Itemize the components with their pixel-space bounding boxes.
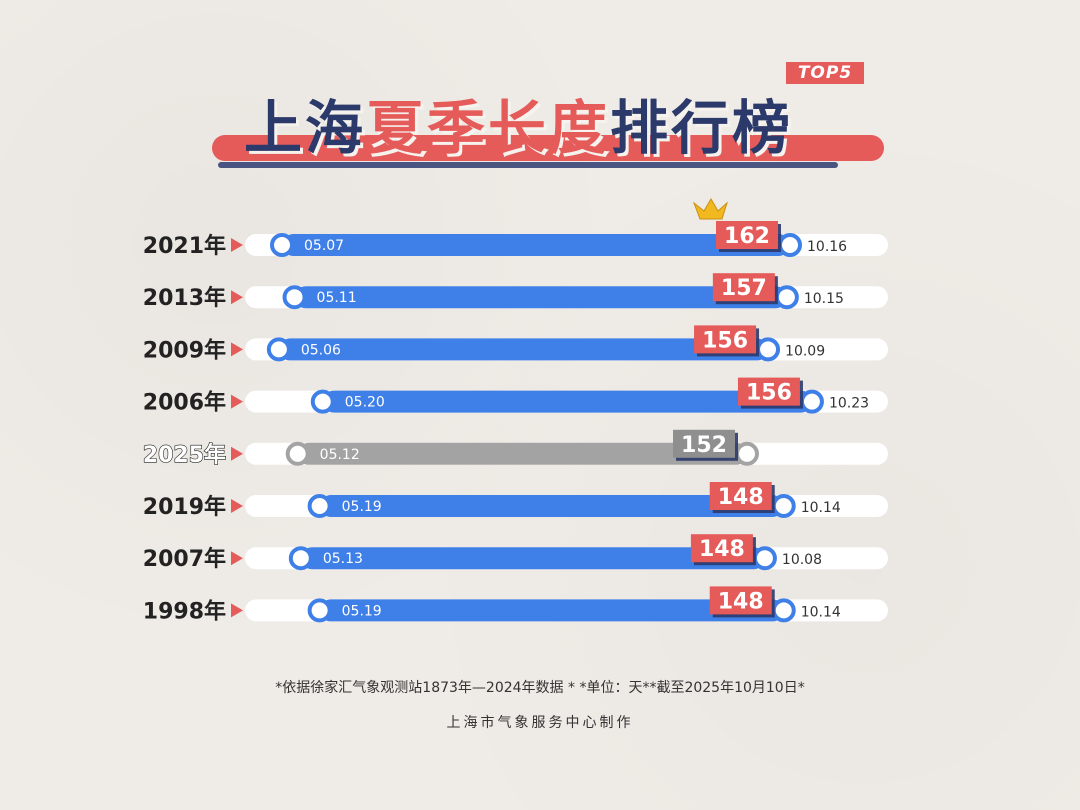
end-marker [799,389,824,414]
value-label: 148 [718,485,764,510]
data-note: *依据徐家汇气象观测站1873年—2024年数据 * *单位：天**截至2025… [275,680,805,696]
row-arrow [231,238,243,252]
value-label: 152 [681,433,727,458]
end-marker [771,494,796,518]
title-part-1: 上海 [244,94,367,162]
end-marker [735,441,759,466]
title-band [212,135,884,161]
value-label: 148 [699,537,745,562]
range-bar [300,547,765,570]
value-label: 162 [724,224,770,249]
value-badge [716,221,778,249]
value-label: 156 [702,328,748,353]
end-marker [752,546,777,571]
row-arrow [231,551,243,566]
value-badge [690,534,753,563]
year-label: 2025年 [143,442,226,468]
end-date-label: 10.08 [782,552,822,568]
start-marker [307,598,332,623]
start-date-label: 05.19 [342,499,382,515]
start-date-label: 05.12 [320,447,360,463]
page-title: 上海夏季长度排行榜 [244,88,793,168]
range-bar [297,442,747,465]
year-label: 2019年 [143,494,226,520]
start-date-label: 05.07 [304,238,344,254]
value-badge [709,586,772,615]
top5-badge: TOP5 [786,62,864,84]
title-band-shadow [218,162,838,168]
year-label: 2006年 [143,390,226,416]
start-marker [266,337,291,362]
start-marker [285,441,310,466]
crown-icon [692,198,729,220]
value-badge [709,482,772,510]
end-marker [771,598,796,623]
end-date-label: 10.16 [807,239,847,255]
row-arrow [231,394,243,409]
end-marker [774,285,799,310]
credit-text: 上海市气象服务中心制作 [446,715,634,731]
value-badge [694,325,757,354]
year-label: 1998年 [143,598,226,624]
end-date-label: 10.15 [804,291,844,307]
value-badge [737,377,800,406]
end-marker [756,337,781,362]
year-label: 2007年 [143,546,226,572]
start-marker [270,233,294,257]
start-date-label: 05.11 [317,290,357,306]
range-bar [319,599,784,622]
end-date-label: 10.09 [785,343,825,359]
row-arrow [231,603,243,618]
end-date-label: 10.14 [801,604,841,620]
value-label: 157 [721,276,767,301]
row-arrow [231,446,243,461]
start-date-label: 05.19 [342,603,382,619]
end-date-label: 10.23 [829,396,869,412]
end-marker [778,233,802,257]
start-marker [310,389,335,414]
year-label: 2013年 [143,285,226,311]
value-label: 148 [718,589,764,614]
start-date-label: 05.20 [345,395,385,411]
end-date-label: 10.14 [801,500,841,516]
year-label: 2021年 [143,233,226,259]
value-label: 156 [746,381,792,406]
year-label: 2009年 [143,337,226,363]
range-bar [278,338,769,361]
range-bar [322,390,812,413]
value-badge [673,429,735,458]
range-bar [319,495,784,517]
start-date-label: 05.06 [301,342,341,358]
title-part-2: 夏季长度 [366,94,611,162]
row-arrow [231,290,243,305]
row-arrow [231,342,243,357]
start-date-label: 05.13 [323,551,363,567]
start-marker [307,494,332,518]
range-bar [282,234,790,256]
start-marker [288,546,313,571]
range-bar [294,286,787,309]
row-arrow [231,499,243,513]
value-badge [712,273,775,302]
title-part-3: 排行榜 [610,94,794,162]
start-marker [282,285,307,310]
